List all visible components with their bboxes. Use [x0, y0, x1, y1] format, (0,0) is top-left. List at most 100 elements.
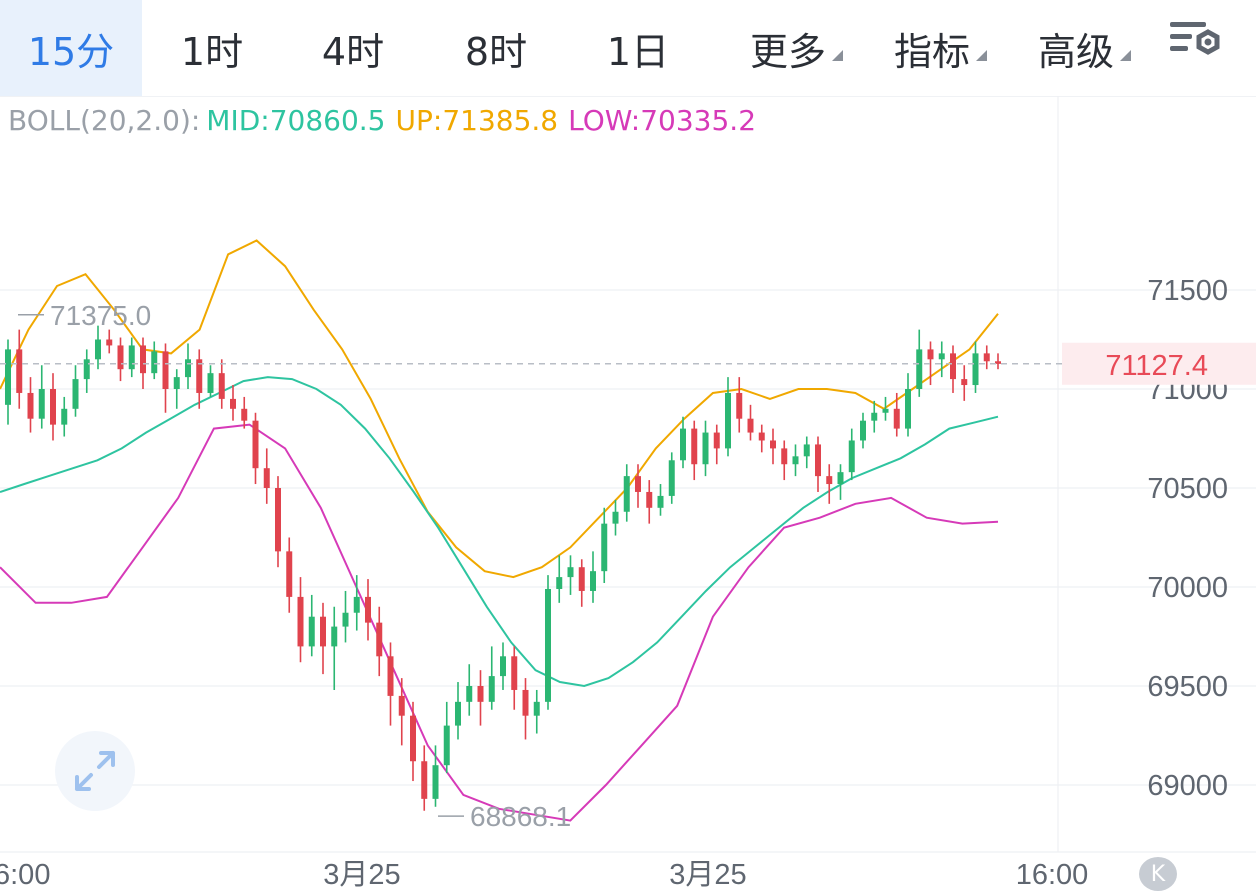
candle-body — [668, 460, 675, 496]
candle-body — [815, 444, 821, 477]
candle-body — [72, 379, 79, 409]
tab-1h[interactable]: 1时 — [142, 0, 282, 96]
candle-body — [601, 523, 608, 572]
tab-label: 15分 — [27, 29, 115, 74]
tab-label: 1时 — [180, 29, 244, 74]
candle-body — [848, 440, 855, 473]
candle-body — [230, 398, 236, 409]
tab-label: 更多 — [749, 29, 826, 74]
candle-body — [432, 765, 439, 799]
candle-body — [533, 701, 540, 716]
boll-mid: MID:70860.5 — [206, 104, 386, 137]
candle-body — [758, 432, 765, 441]
candle-body — [691, 428, 698, 465]
candle-body — [882, 408, 889, 413]
timeframe-tab-bar: 15分 1时 4时 8时 1日 更多 指标 高级 — [0, 0, 1256, 97]
candle-body — [252, 420, 259, 469]
candle-body — [680, 428, 686, 461]
tab-more[interactable]: 更多 — [718, 0, 858, 96]
price-axis-label: 71000 — [1147, 374, 1228, 406]
candle-body — [488, 676, 495, 702]
candle-body — [61, 408, 68, 425]
tab-1d[interactable]: 1日 — [568, 0, 708, 96]
price-axis-label: 69500 — [1147, 671, 1228, 703]
candle-body — [522, 689, 529, 716]
candle-body — [5, 349, 11, 405]
tab-label: 8时 — [464, 29, 528, 74]
low-marker-label: 68868.1 — [470, 801, 571, 832]
candle-body — [961, 379, 968, 386]
candle-body — [713, 432, 720, 449]
candle-body — [826, 476, 833, 485]
candle-body — [365, 596, 371, 623]
candle-body — [950, 353, 956, 380]
boll-up: UP:71385.8 — [395, 104, 559, 137]
candle-body — [297, 596, 304, 647]
dropdown-triangle-icon — [976, 50, 987, 61]
boll-name: BOLL(20,2.0): — [8, 104, 201, 137]
candle-body — [173, 377, 180, 389]
candle-body — [500, 656, 506, 677]
candle-body — [106, 339, 113, 346]
tab-4h[interactable]: 4时 — [282, 0, 424, 96]
candle-body — [398, 695, 405, 716]
candle-body — [792, 456, 799, 465]
boll-lower-line — [0, 423, 999, 822]
dropdown-triangle-icon — [1120, 50, 1131, 61]
candle-body — [421, 761, 428, 799]
tab-label: 指标 — [893, 29, 970, 74]
time-axis-label: 3月25 — [669, 859, 746, 891]
current-price-label: 71127.4 — [1105, 350, 1208, 382]
tab-15min[interactable]: 15分 — [0, 0, 142, 96]
candle-body — [578, 567, 585, 591]
candle-body — [275, 488, 281, 552]
tab-indicators[interactable]: 指标 — [862, 0, 1002, 96]
price-axis-label: 71500 — [1147, 275, 1228, 307]
candle-body — [387, 656, 394, 696]
candle-body — [545, 588, 551, 702]
kline-toggle-button[interactable]: K — [1139, 857, 1177, 891]
chart-settings-icon[interactable] — [1164, 14, 1228, 66]
tab-label: 1日 — [606, 29, 670, 74]
boll-mid-line — [0, 376, 999, 688]
candle-body — [353, 596, 360, 613]
price-axis-label: 70000 — [1147, 572, 1228, 604]
expand-arrows-icon — [75, 751, 115, 791]
tab-advanced[interactable]: 高级 — [1006, 0, 1146, 96]
fullscreen-expand-button[interactable] — [55, 731, 135, 811]
candle-body — [567, 567, 574, 578]
candle-body — [50, 389, 56, 425]
candle-body — [83, 359, 90, 380]
candle-body — [860, 420, 866, 441]
candle-body — [927, 349, 934, 360]
candle-body — [241, 408, 248, 421]
candle-body — [151, 351, 158, 374]
candle-body — [218, 373, 225, 399]
candle-body — [736, 392, 743, 419]
boll-upper-line — [0, 239, 999, 579]
candle-body — [646, 491, 653, 508]
candle-body — [466, 686, 473, 702]
candle-body — [16, 349, 23, 393]
candle-body — [207, 373, 214, 393]
candle-body — [747, 418, 754, 433]
candle-body — [781, 448, 788, 465]
current-price-tag — [1062, 342, 1256, 385]
tab-8h[interactable]: 8时 — [424, 0, 568, 96]
candle-body — [905, 389, 911, 429]
candle-body — [455, 701, 461, 726]
high-marker-label: 71375.0 — [50, 300, 151, 331]
k-label: K — [1150, 861, 1166, 887]
candle-body — [95, 339, 101, 360]
candle-body — [286, 551, 293, 597]
candle-body — [185, 359, 191, 378]
candle-body — [320, 616, 326, 647]
candle-body — [27, 392, 34, 419]
candle-body — [612, 511, 619, 524]
candle-body — [410, 715, 416, 762]
boll-low: LOW:70335.2 — [568, 104, 757, 137]
candle-body — [803, 444, 810, 457]
candle-body — [38, 389, 45, 419]
candle-body — [938, 353, 945, 360]
tab-label: 高级 — [1037, 29, 1114, 74]
